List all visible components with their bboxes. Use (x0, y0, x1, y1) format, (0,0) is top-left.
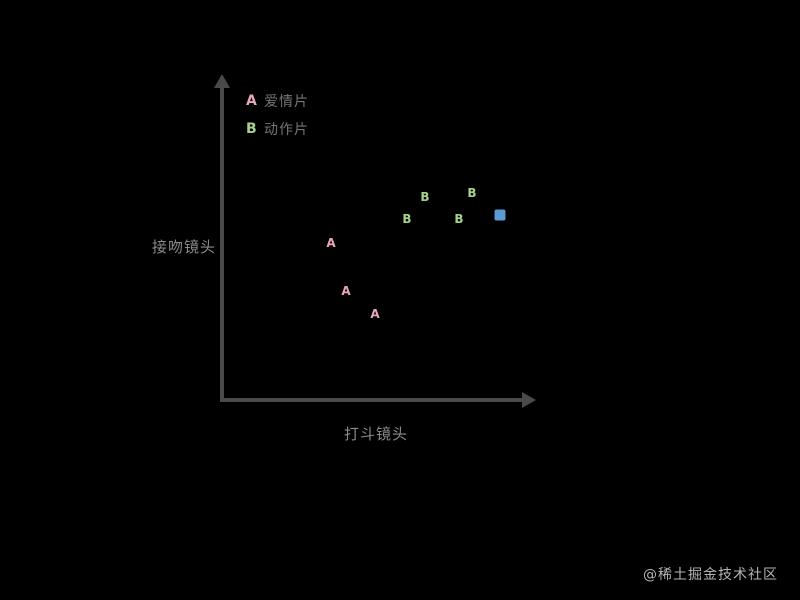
data-point-b: B (454, 212, 464, 226)
legend: A 爱情片 B 动作片 (246, 90, 309, 146)
legend-item-class-b: B 动作片 (246, 118, 309, 140)
data-point-a: A (341, 284, 351, 298)
x-axis-line (220, 398, 524, 402)
y-axis-line (220, 88, 224, 400)
data-point-b: B (420, 190, 430, 204)
legend-item-class-a: A 爱情片 (246, 90, 309, 112)
x-axis-label: 打斗镜头 (344, 425, 409, 443)
data-point-a: A (326, 236, 336, 250)
legend-item-label: 动作片 (264, 122, 309, 138)
watermark: @稀土掘金技术社区 (643, 567, 778, 583)
class-a-marker-icon: A (246, 93, 257, 109)
data-point-b: B (402, 212, 412, 226)
data-point-b: B (467, 186, 477, 200)
y-axis-arrow-icon (214, 74, 230, 88)
y-axis-label: 接吻镜头 (152, 238, 217, 256)
x-axis-arrow-icon (522, 392, 536, 408)
legend-item-label: 爱情片 (264, 94, 309, 110)
class-b-marker-icon: B (246, 121, 257, 137)
data-point-a: A (370, 307, 380, 321)
data-point-unknown (494, 209, 506, 221)
